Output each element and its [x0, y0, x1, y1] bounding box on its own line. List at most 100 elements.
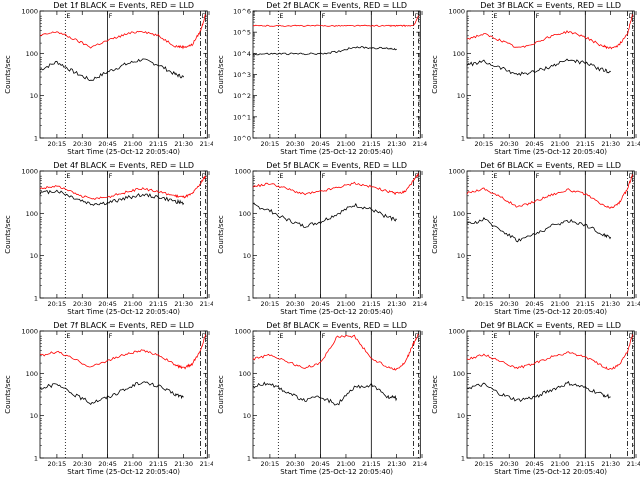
x-tick-label: 21:45 [626, 460, 640, 468]
marker-label: E [493, 332, 497, 340]
x-tick-label: 20:15 [261, 140, 280, 148]
x-tick-label: 20:45 [98, 140, 117, 148]
marker-label: E [493, 12, 497, 20]
y-tick-label: 10 [456, 252, 464, 260]
series-line-events [39, 58, 185, 82]
chart-title: Det 5f BLACK = Events, RED = LLD [267, 161, 408, 170]
y-tick-label: 1000 [21, 168, 38, 176]
chart-panel-9: Det 9f BLACK = Events, RED = LLD 1 10 100 10… [431, 321, 640, 476]
y-axis-label: Counts/sec [4, 215, 12, 254]
x-tick-label: 21:15 [149, 460, 168, 468]
plot-frame [252, 170, 422, 299]
marker-label: E [66, 332, 70, 340]
x-tick-label: 20:45 [525, 140, 544, 148]
chart-panel-7: Det 7f BLACK = Events, RED = LLD 1 10 100 10… [4, 321, 214, 476]
y-tick-label: 10 [456, 92, 464, 100]
x-tick-label: 21:00 [124, 140, 143, 148]
marker-label: F [322, 332, 326, 340]
x-tick-label: 21:30 [174, 460, 193, 468]
chart-panel-8: Det 8f BLACK = Events, RED = LLD 1 10 100 10… [217, 321, 427, 476]
marker-label: D [202, 172, 207, 180]
y-tick-label: 100 [452, 210, 464, 218]
x-tick-label: 21:00 [337, 460, 356, 468]
x-tick-label: 21:15 [362, 460, 381, 468]
series-line-events [39, 189, 185, 206]
x-axis-label: Start Time (25-Oct-12 20:05:40) [494, 148, 607, 156]
chart-title: Det 8f BLACK = Events, RED = LLD [267, 321, 408, 330]
marker-label: D [202, 12, 207, 20]
x-tick-label: 20:30 [286, 300, 305, 308]
series-line-events [466, 58, 611, 77]
chart-title: Det 2f BLACK = Events, RED = LLD [267, 1, 408, 10]
y-tick-label: 100 [239, 210, 251, 218]
x-tick-label: 21:15 [362, 140, 381, 148]
plot-frame [252, 330, 422, 459]
marker-label: D [628, 12, 633, 20]
x-tick-label: 21:00 [124, 300, 143, 308]
series-line-lld [466, 334, 633, 370]
x-tick-label: 20:45 [312, 140, 331, 148]
chart-panel-4: Det 4f BLACK = Events, RED = LLD 1 10 100 10… [4, 161, 214, 316]
chart-panel-3: Det 3f BLACK = Events, RED = LLD 1 10 100 10… [431, 1, 640, 156]
marker-label: E [280, 172, 284, 180]
series-line-lld [253, 15, 420, 28]
y-tick-label: 10 [456, 412, 464, 420]
x-tick-label: 21:15 [576, 460, 595, 468]
series-line-events [253, 202, 398, 228]
chart-title: Det 6f BLACK = Events, RED = LLD [480, 161, 621, 170]
marker-label: F [109, 12, 113, 20]
x-tick-label: 20:15 [261, 460, 280, 468]
x-tick-label: 21:45 [413, 460, 427, 468]
x-axis-label: Start Time (25-Oct-12 20:05:40) [67, 308, 180, 316]
chart-panel-1: Det 1f BLACK = Events, RED = LLD 1 10 100 10… [4, 1, 214, 156]
marker-label: F [322, 12, 326, 20]
y-tick-label: 100 [26, 210, 38, 218]
y-tick-label: 10 [30, 252, 38, 260]
chart-title: Det 9f BLACK = Events, RED = LLD [480, 321, 621, 330]
y-axis-label: Counts/sec [217, 215, 225, 254]
y-tick-label: 1 [461, 294, 465, 302]
chart-panel-2: Det 2f BLACK = Events, RED = LLD 10^0 10^1… [217, 1, 427, 156]
y-tick-label: 100 [26, 50, 38, 58]
series-line-events [253, 381, 398, 406]
y-axis-label: Counts/sec [431, 375, 439, 414]
marker-label: F [535, 12, 539, 20]
x-tick-label: 21:00 [550, 460, 569, 468]
x-tick-label: 21:45 [413, 140, 427, 148]
y-tick-label: 1 [34, 294, 38, 302]
marker-label: E [66, 172, 70, 180]
series-line-lld [466, 174, 633, 209]
series-line-lld [253, 173, 420, 196]
y-tick-label: 10 [30, 412, 38, 420]
marker-label: D [415, 332, 420, 340]
marker-label: D [628, 332, 633, 340]
chart-title: Det 7f BLACK = Events, RED = LLD [53, 321, 194, 330]
x-tick-label: 20:30 [500, 460, 519, 468]
series-line-events [466, 217, 611, 243]
x-axis-label: Start Time (25-Oct-12 20:05:40) [494, 468, 607, 476]
y-axis-label: Counts/sec [431, 55, 439, 94]
y-tick-label: 1000 [448, 8, 465, 16]
y-tick-label: 100 [452, 370, 464, 378]
x-tick-label: 21:00 [337, 140, 356, 148]
x-axis-label: Start Time (25-Oct-12 20:05:40) [281, 308, 394, 316]
x-tick-label: 20:30 [73, 460, 92, 468]
y-tick-label: 10 [30, 92, 38, 100]
chart-panel-6: Det 6f BLACK = Events, RED = LLD 1 10 100 10… [431, 161, 640, 316]
y-tick-label: 1000 [235, 168, 252, 176]
x-axis-label: Start Time (25-Oct-12 20:05:40) [494, 308, 607, 316]
marker-label: D [628, 172, 633, 180]
x-tick-label: 21:30 [601, 300, 620, 308]
x-tick-label: 20:30 [500, 300, 519, 308]
x-axis-label: Start Time (25-Oct-12 20:05:40) [281, 468, 394, 476]
y-axis-label: Counts/sec [4, 375, 12, 414]
x-tick-label: 21:45 [200, 300, 214, 308]
x-tick-label: 20:30 [286, 460, 305, 468]
y-tick-label: 1 [461, 454, 465, 462]
plot-frame [466, 10, 635, 139]
x-tick-label: 21:45 [200, 460, 214, 468]
x-tick-label: 20:15 [48, 140, 67, 148]
x-tick-label: 21:45 [200, 140, 214, 148]
x-tick-label: 21:30 [174, 140, 193, 148]
